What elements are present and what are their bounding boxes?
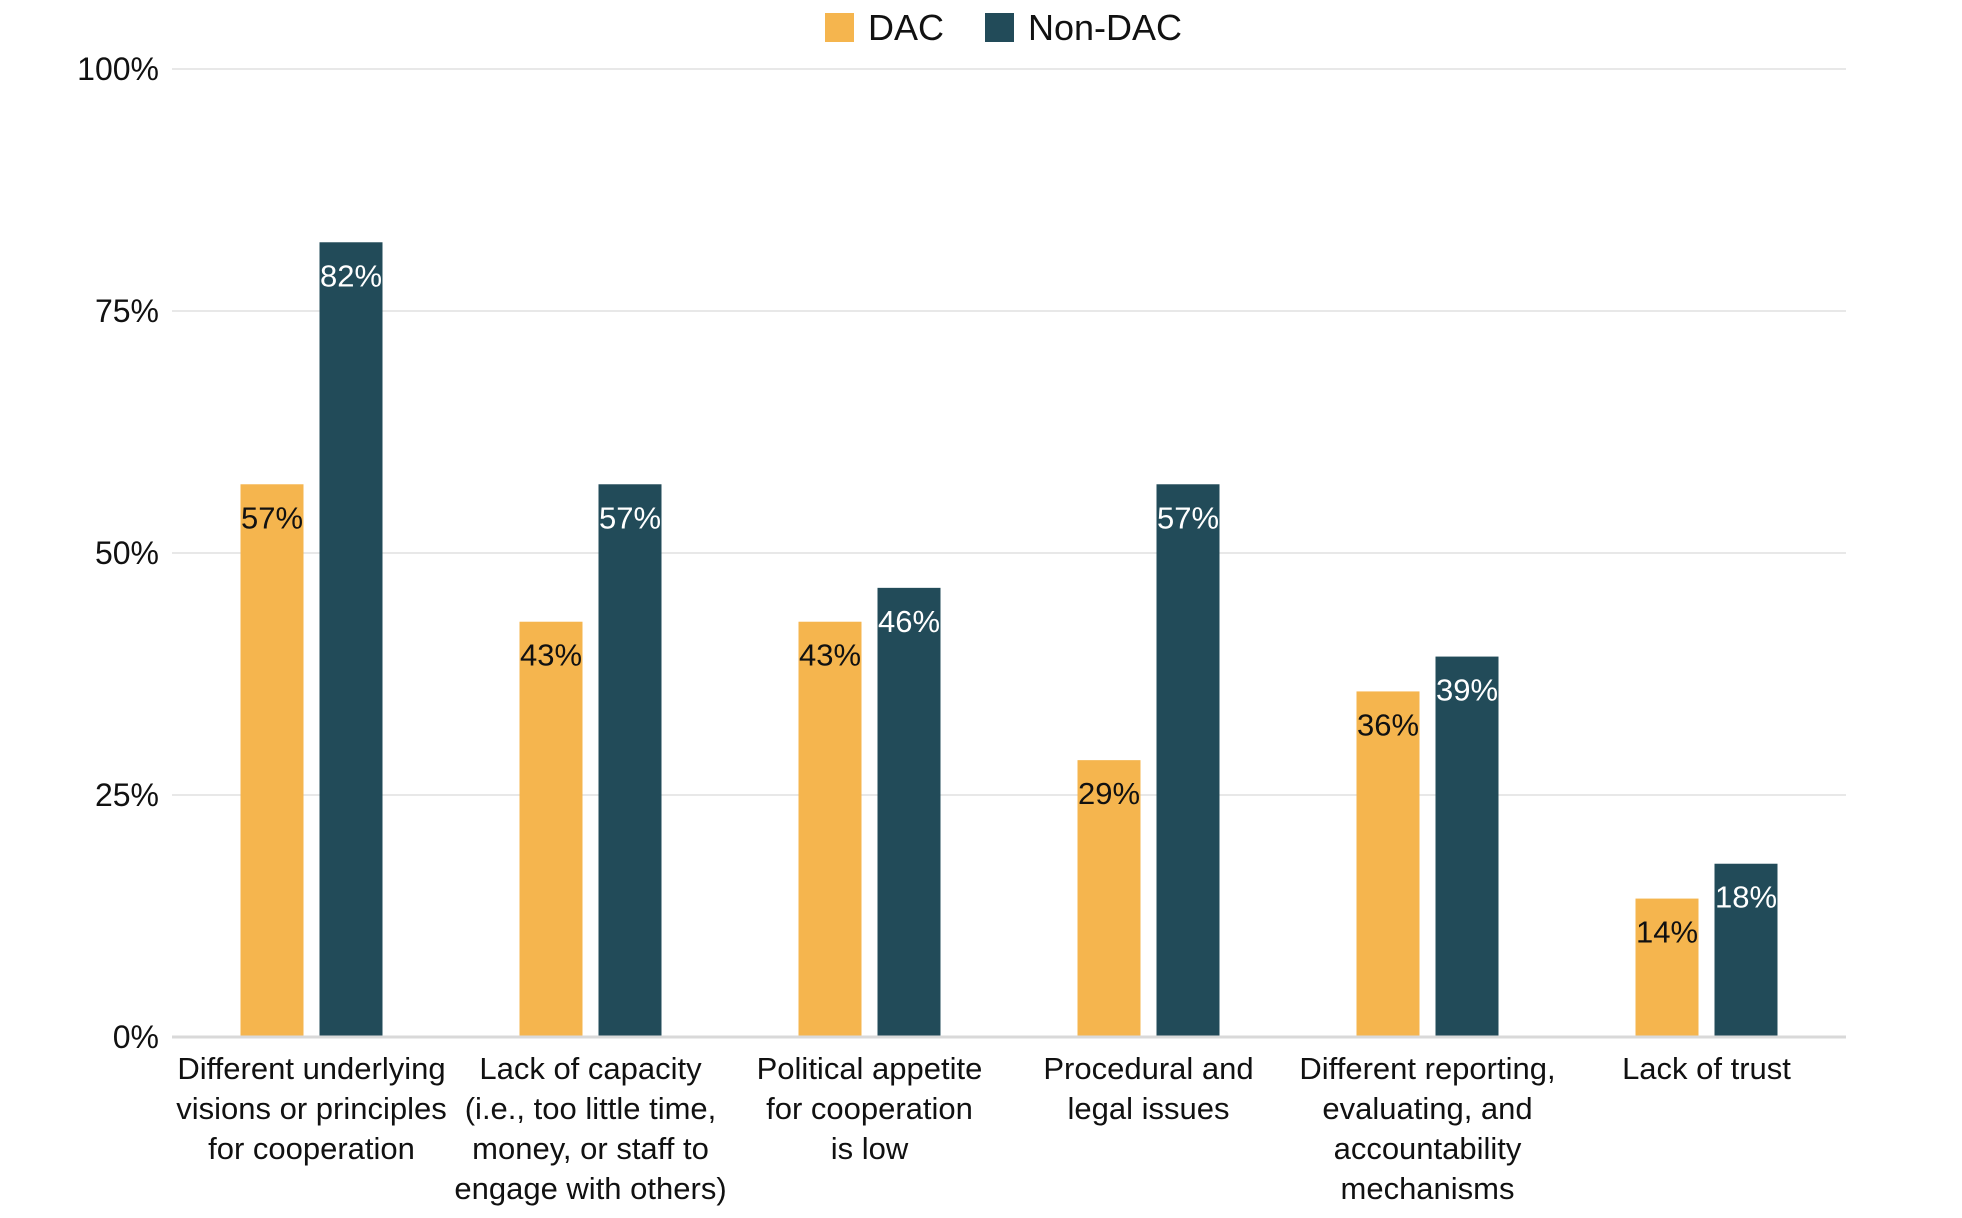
bar-dac xyxy=(1356,691,1420,1037)
data-label: 36% xyxy=(1357,707,1419,742)
data-label: 46% xyxy=(878,604,940,639)
category-label-line: (i.e., too little time, xyxy=(465,1091,717,1126)
category-label-line: Lack of capacity xyxy=(479,1051,702,1086)
bar-non-dac xyxy=(877,587,941,1037)
legend-swatch xyxy=(985,13,1014,42)
data-label: 18% xyxy=(1715,880,1777,915)
category-label: Procedural and legal issues xyxy=(1043,1051,1253,1126)
bar-non-dac xyxy=(598,484,662,1038)
legend-label: DAC xyxy=(868,7,944,48)
bar-non-dac xyxy=(1156,484,1220,1038)
bar-non-dac xyxy=(1714,863,1778,1037)
category-label-line: Different reporting, xyxy=(1299,1051,1555,1086)
category-label: Lack of capacity (i.e., too little time, m… xyxy=(454,1051,726,1206)
bar-dac xyxy=(519,621,583,1037)
category-label-line: for cooperation xyxy=(208,1131,415,1166)
bars xyxy=(240,242,1778,1038)
category-label-line: for cooperation xyxy=(766,1091,973,1126)
data-labels: 57% 82% 43% 57% 43% 46% 29% 57% 36% 39% 14% 18% xyxy=(241,258,1777,949)
y-tick-label: 100% xyxy=(77,51,159,87)
category-label: Different underlying visions or principle… xyxy=(176,1051,447,1166)
y-tick-label: 50% xyxy=(95,535,159,571)
y-tick-label: 25% xyxy=(95,777,159,813)
legend-label: Non-DAC xyxy=(1028,7,1182,48)
legend-swatch xyxy=(825,13,854,42)
category-label-line: engage with others) xyxy=(454,1171,726,1206)
y-axis-ticks: 0% 25% 50% 75% 100% xyxy=(77,51,159,1055)
category-label-line: legal issues xyxy=(1068,1091,1230,1126)
data-label: 57% xyxy=(1157,500,1219,535)
category-label-line: visions or principles xyxy=(176,1091,447,1126)
category-label-line: accountability xyxy=(1334,1131,1522,1166)
y-tick-label: 0% xyxy=(113,1019,159,1055)
x-axis-labels: Different underlying visions or principle… xyxy=(176,1051,1791,1206)
category-label: Political appetite for cooperation is low xyxy=(757,1051,983,1166)
category-label-line: money, or staff to xyxy=(472,1131,709,1166)
data-label: 82% xyxy=(320,258,382,293)
category-label: Different reporting, evaluating, and accou… xyxy=(1299,1051,1555,1206)
data-label: 29% xyxy=(1078,776,1140,811)
bar-dac xyxy=(1635,898,1699,1037)
category-label-line: Lack of trust xyxy=(1622,1051,1791,1086)
bar-non-dac xyxy=(1435,656,1499,1037)
category-label-line: Different underlying xyxy=(177,1051,445,1086)
bar-dac xyxy=(798,621,862,1037)
category-label-line: is low xyxy=(831,1131,909,1166)
gridlines xyxy=(172,68,1846,796)
category-label: Lack of trust xyxy=(1622,1051,1791,1086)
data-label: 39% xyxy=(1436,673,1498,708)
bar-non-dac xyxy=(319,242,383,1038)
data-label: 43% xyxy=(799,638,861,673)
data-label: 14% xyxy=(1636,915,1698,950)
category-label-line: evaluating, and xyxy=(1322,1091,1532,1126)
category-label-line: Procedural and xyxy=(1043,1051,1253,1086)
legend: DAC Non-DAC xyxy=(825,7,1182,48)
bar-dac xyxy=(240,484,304,1038)
category-label-line: mechanisms xyxy=(1341,1171,1515,1206)
data-label: 57% xyxy=(599,500,661,535)
data-label: 57% xyxy=(241,500,303,535)
bar-dac xyxy=(1077,760,1141,1037)
category-label-line: Political appetite xyxy=(757,1051,983,1086)
data-label: 43% xyxy=(520,638,582,673)
y-tick-label: 75% xyxy=(95,293,159,329)
